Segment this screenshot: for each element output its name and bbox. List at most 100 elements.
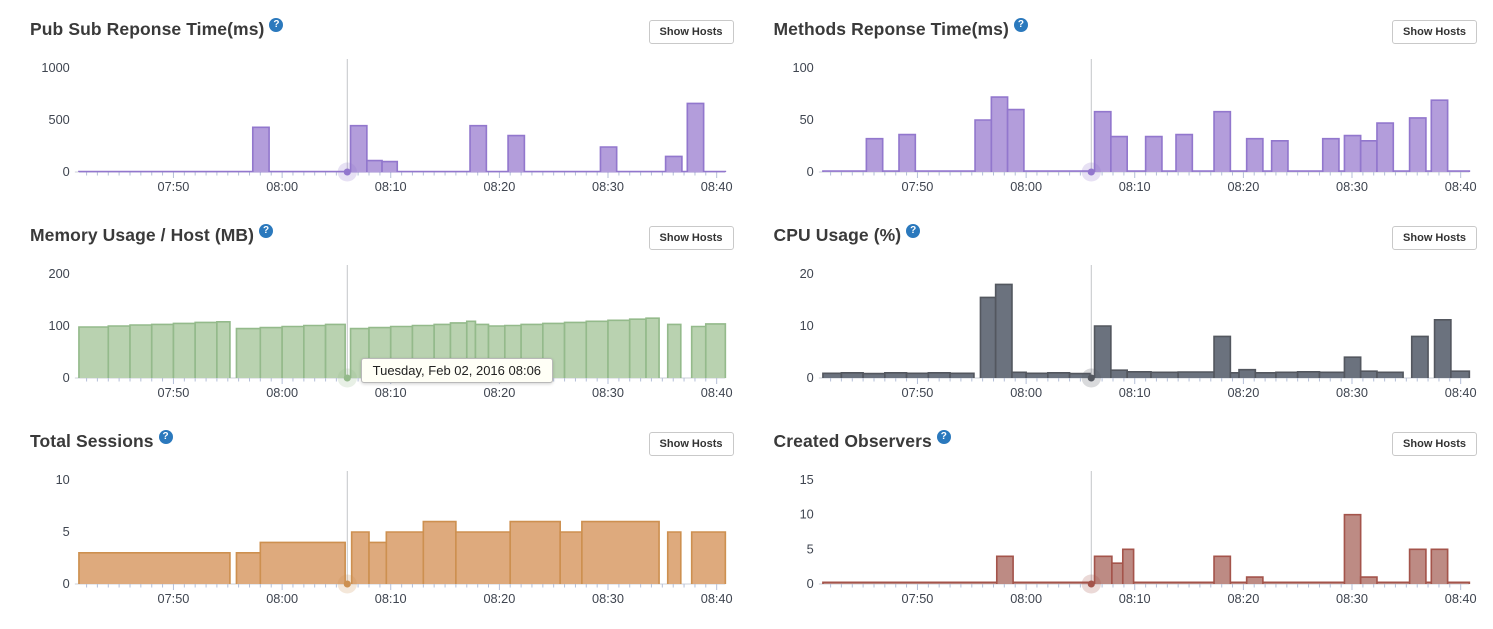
svg-text:07:50: 07:50 [901,386,933,400]
svg-text:10: 10 [56,473,70,487]
crosshair-dot [1087,168,1095,176]
svg-text:08:20: 08:20 [1227,386,1259,400]
x-axis-labels: 07:50 08:00 08:10 08:20 08:30 08:40 [901,180,1476,194]
chart-canvas-pubsub[interactable]: 07:50 08:00 08:10 08:20 08:30 08:40 0 500 1000 [30,56,734,208]
svg-text:08:00: 08:00 [266,180,298,194]
svg-text:100: 100 [792,61,813,75]
chart-series [821,96,1470,172]
show-hosts-button[interactable]: Show Hosts [1392,226,1477,250]
chart-title: Created Observers? [774,430,951,452]
chart-series [821,513,1470,584]
svg-text:20: 20 [799,267,813,281]
y-axis-labels: 0 500 1000 [41,61,69,179]
panel-header: CPU Usage (%)? Show Hosts [774,212,1477,262]
x-axis-labels: 07:50 08:00 08:10 08:20 08:30 08:40 [158,180,733,194]
chart-title-text: Memory Usage / Host (MB) [30,225,255,245]
chart-title-text: Total Sessions [30,431,154,451]
chart-svg[interactable]: 07:50 08:00 08:10 08:20 08:30 08:40 0 5 10 15 [774,468,1478,620]
chart-title: Total Sessions? [30,430,173,452]
svg-text:10: 10 [799,508,813,522]
chart-svg[interactable]: 07:50 08:00 08:10 08:20 08:30 08:40 0 100 200 [30,262,734,414]
panel-header: Memory Usage / Host (MB)? Show Hosts [30,212,734,262]
svg-text:08:10: 08:10 [1118,180,1150,194]
show-hosts-button[interactable]: Show Hosts [648,226,734,250]
svg-text:0: 0 [63,371,70,385]
help-icon[interactable]: ? [936,430,951,444]
crosshair [337,59,357,182]
chart-series [78,520,727,584]
svg-text:08:20: 08:20 [1227,592,1259,606]
chart-tooltip: Tuesday, Feb 02, 2016 08:06 [360,358,554,383]
help-icon[interactable]: ? [259,224,274,238]
svg-text:15: 15 [799,473,813,487]
x-axis-ticks [86,172,718,178]
crosshair [1081,265,1101,388]
svg-text:0: 0 [63,577,70,591]
svg-text:08:20: 08:20 [1227,180,1259,194]
chart-title-text: Pub Sub Reponse Time(ms) [30,19,265,39]
svg-text:07:50: 07:50 [158,180,190,194]
svg-text:08:10: 08:10 [1118,592,1150,606]
chart-panel-methods-response: Methods Reponse Time(ms)? Show Hosts 07:… [774,6,1478,212]
show-hosts-button[interactable]: Show Hosts [1392,20,1477,44]
chart-canvas-methods[interactable]: 07:50 08:00 08:10 08:20 08:30 08:40 0 50 100 [774,56,1478,208]
chart-series [821,283,1470,378]
panel-header: Total Sessions? Show Hosts [30,418,734,468]
crosshair-dot [1087,374,1095,382]
show-hosts-button[interactable]: Show Hosts [648,20,734,44]
show-hosts-button[interactable]: Show Hosts [1392,432,1477,456]
svg-text:0: 0 [806,371,813,385]
svg-text:100: 100 [49,319,70,333]
chart-svg[interactable]: 07:50 08:00 08:10 08:20 08:30 08:40 0 50 100 [774,56,1478,208]
svg-text:0: 0 [63,165,70,179]
panel-header: Methods Reponse Time(ms)? Show Hosts [774,6,1477,56]
crosshair [337,265,357,388]
svg-text:08:30: 08:30 [1336,180,1368,194]
chart-svg[interactable]: 07:50 08:00 08:10 08:20 08:30 08:40 0 5 10 [30,468,734,620]
svg-text:08:20: 08:20 [483,592,515,606]
help-icon[interactable]: ? [269,18,284,32]
crosshair-dot [343,168,351,176]
x-axis-ticks [829,378,1461,384]
chart-canvas-cpu[interactable]: 07:50 08:00 08:10 08:20 08:30 08:40 0 10 20 [774,262,1478,414]
svg-text:08:10: 08:10 [375,592,407,606]
show-hosts-button[interactable]: Show Hosts [648,432,734,456]
chart-svg[interactable]: 07:50 08:00 08:10 08:20 08:30 08:40 0 500 1000 [30,56,734,208]
y-axis-labels: 0 100 200 [49,267,70,385]
chart-canvas-memory[interactable]: 07:50 08:00 08:10 08:20 08:30 08:40 0 100 200 Tu… [30,262,734,414]
chart-svg[interactable]: 07:50 08:00 08:10 08:20 08:30 08:40 0 10 20 [774,262,1478,414]
svg-text:08:00: 08:00 [1010,592,1042,606]
chart-canvas-observers[interactable]: 07:50 08:00 08:10 08:20 08:30 08:40 0 5 10 15 [774,468,1478,620]
svg-text:08:40: 08:40 [1444,592,1476,606]
x-axis-labels: 07:50 08:00 08:10 08:20 08:30 08:40 [901,386,1476,400]
y-axis-labels: 0 50 100 [792,61,813,179]
svg-text:08:40: 08:40 [701,386,733,400]
svg-text:08:00: 08:00 [266,592,298,606]
svg-text:08:00: 08:00 [1010,386,1042,400]
x-axis-labels: 07:50 08:00 08:10 08:20 08:30 08:40 [158,386,733,400]
chart-title: Methods Reponse Time(ms)? [774,18,1028,40]
help-icon[interactable]: ? [906,224,921,238]
x-axis-ticks [86,584,718,590]
svg-text:08:30: 08:30 [592,386,624,400]
chart-title-text: Created Observers [773,431,932,451]
svg-text:50: 50 [799,113,813,127]
svg-text:08:40: 08:40 [1444,386,1476,400]
svg-text:08:20: 08:20 [483,386,515,400]
svg-text:0: 0 [806,165,813,179]
svg-text:08:10: 08:10 [375,180,407,194]
svg-text:07:50: 07:50 [158,386,190,400]
chart-panel-pubsub-response: Pub Sub Reponse Time(ms)? Show Hosts 07:… [30,6,734,212]
svg-text:08:40: 08:40 [701,592,733,606]
help-icon[interactable]: ? [1013,18,1028,32]
x-axis-ticks [829,172,1461,178]
svg-text:07:50: 07:50 [158,592,190,606]
chart-canvas-sessions[interactable]: 07:50 08:00 08:10 08:20 08:30 08:40 0 5 10 [30,468,734,620]
chart-title: Memory Usage / Host (MB)? [30,224,274,246]
svg-text:08:30: 08:30 [592,180,624,194]
x-axis-ticks [86,378,718,384]
svg-text:08:30: 08:30 [1336,386,1368,400]
crosshair-dot [1087,580,1095,588]
help-icon[interactable]: ? [158,430,173,444]
crosshair-dot [343,374,351,382]
